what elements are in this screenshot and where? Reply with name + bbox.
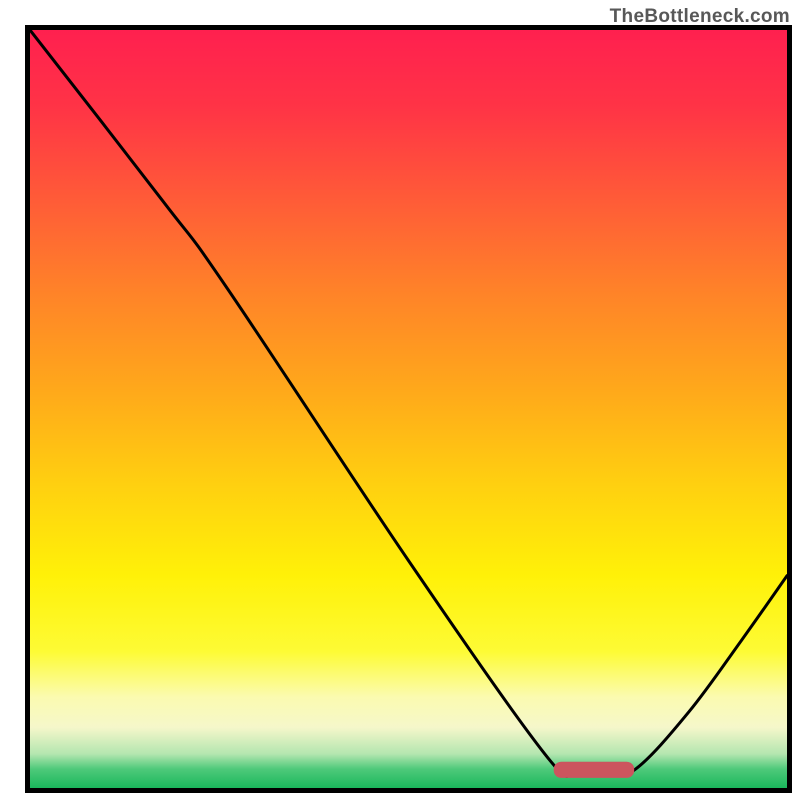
axis-left — [25, 29, 30, 793]
optimal-marker — [554, 762, 633, 777]
watermark-text: TheBottleneck.com — [610, 6, 790, 28]
axis-right — [787, 25, 792, 793]
chart-container: TheBottleneck.com — [0, 0, 800, 800]
plot-background — [30, 30, 787, 788]
bottleneck-chart — [0, 0, 800, 800]
axis-bottom — [25, 788, 788, 793]
